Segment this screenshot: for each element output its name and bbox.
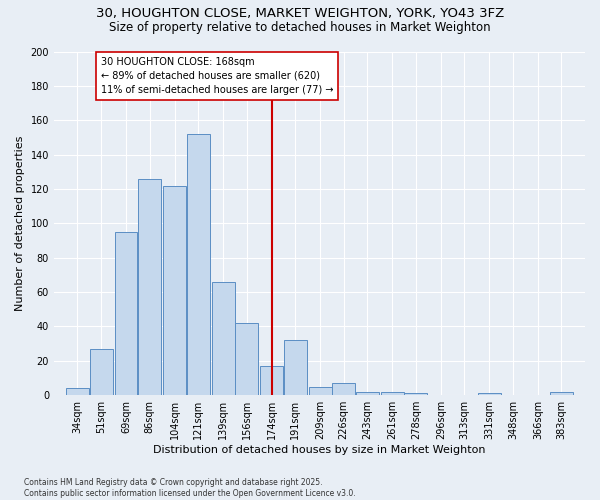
Text: 30 HOUGHTON CLOSE: 168sqm
← 89% of detached houses are smaller (620)
11% of semi: 30 HOUGHTON CLOSE: 168sqm ← 89% of detac… (101, 56, 334, 94)
Bar (163, 186, 186, 395)
Bar (187, 134, 209, 395)
Bar (381, 392, 404, 395)
Bar (138, 178, 161, 395)
Bar (284, 340, 307, 395)
Y-axis label: Number of detached properties: Number of detached properties (15, 136, 25, 311)
Bar (260, 366, 283, 395)
Text: Contains HM Land Registry data © Crown copyright and database right 2025.
Contai: Contains HM Land Registry data © Crown c… (24, 478, 356, 498)
Bar (235, 323, 258, 395)
X-axis label: Distribution of detached houses by size in Market Weighton: Distribution of detached houses by size … (153, 445, 486, 455)
Bar (478, 394, 501, 395)
Text: Size of property relative to detached houses in Market Weighton: Size of property relative to detached ho… (109, 21, 491, 34)
Bar (212, 282, 235, 395)
Bar (356, 392, 379, 395)
Bar (309, 386, 332, 395)
Bar (332, 383, 355, 395)
Bar (89, 349, 113, 395)
Bar (404, 394, 427, 395)
Bar (550, 392, 573, 395)
Bar (115, 232, 137, 395)
Text: 30, HOUGHTON CLOSE, MARKET WEIGHTON, YORK, YO43 3FZ: 30, HOUGHTON CLOSE, MARKET WEIGHTON, YOR… (96, 8, 504, 20)
Bar (66, 388, 89, 395)
